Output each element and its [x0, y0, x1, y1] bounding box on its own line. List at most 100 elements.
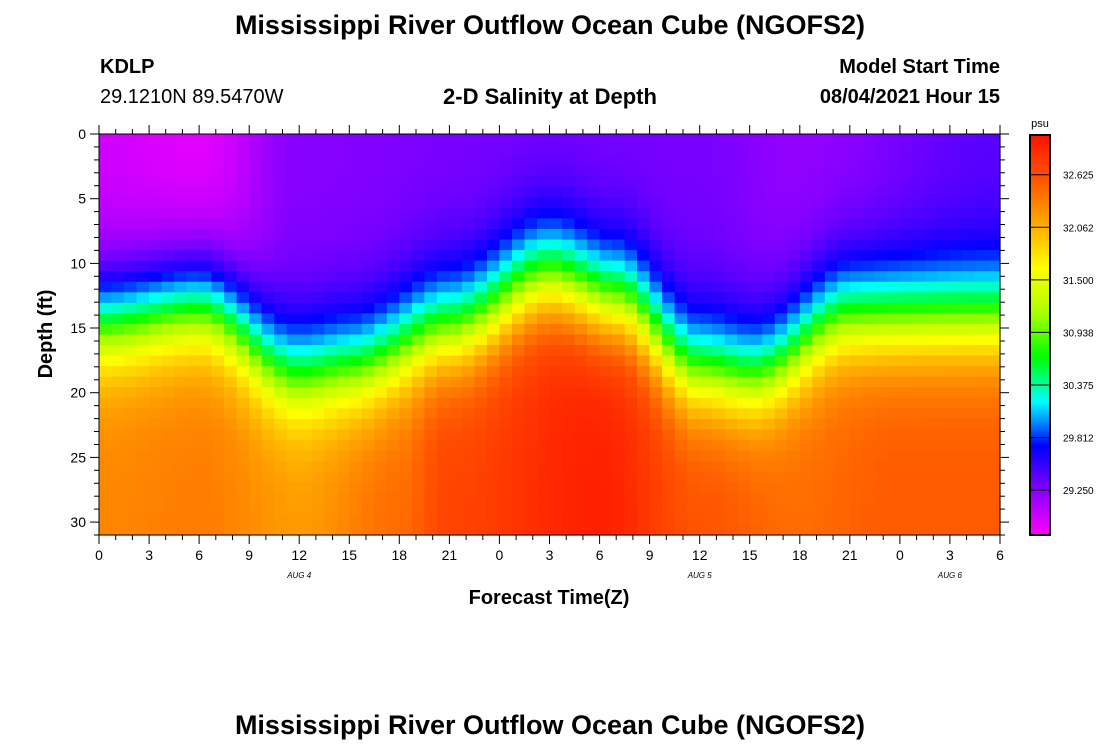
heatmap-cell — [949, 418, 964, 431]
heatmap-cell — [224, 144, 238, 156]
heatmap-cell — [787, 418, 801, 431]
heatmap-cell — [124, 513, 138, 526]
heatmap-cell — [99, 482, 113, 494]
heatmap-cell — [612, 461, 626, 473]
heatmap-cell — [812, 450, 826, 462]
heatmap-cell — [511, 218, 526, 230]
heatmap-cell — [887, 524, 901, 536]
heatmap-cell — [724, 345, 738, 357]
heatmap-cell — [824, 376, 838, 388]
heatmap-cell — [749, 450, 763, 462]
heatmap-cell — [574, 197, 588, 209]
heatmap-cell — [549, 302, 563, 314]
heatmap-cell — [987, 387, 1001, 399]
x-tick-label: 18 — [392, 547, 408, 563]
heatmap-cell — [649, 250, 663, 262]
heatmap-cell — [361, 334, 375, 346]
heatmap-cell — [161, 260, 175, 272]
heatmap-cell — [574, 461, 588, 473]
heatmap-cell — [887, 207, 901, 220]
heatmap-cell — [211, 366, 225, 378]
heatmap-cell — [474, 218, 488, 230]
heatmap-cell — [524, 313, 538, 325]
heatmap-cell — [124, 355, 138, 367]
heatmap-cell — [386, 492, 400, 504]
heatmap-cell — [236, 239, 250, 251]
heatmap-cell — [949, 239, 964, 251]
heatmap-cell — [186, 366, 200, 378]
heatmap-cell — [424, 228, 438, 241]
heatmap-cell — [912, 323, 926, 336]
heatmap-cell — [274, 228, 288, 241]
heatmap-cell — [536, 355, 551, 367]
heatmap-cell — [662, 260, 676, 272]
heatmap-cell — [399, 492, 413, 504]
heatmap-cell — [849, 323, 863, 336]
heatmap-cell — [299, 345, 313, 357]
heatmap-cell — [562, 334, 576, 346]
heatmap-cell — [599, 461, 613, 473]
heatmap-cell — [524, 260, 538, 272]
heatmap-cell — [837, 355, 851, 367]
heatmap-cell — [436, 355, 450, 367]
heatmap-cell — [149, 461, 163, 473]
heatmap-cell — [386, 387, 400, 399]
heatmap-cell — [336, 292, 350, 304]
heatmap-cell — [261, 418, 275, 431]
heatmap-cell — [299, 250, 313, 262]
heatmap-cell — [824, 355, 838, 367]
heatmap-cell — [499, 155, 513, 167]
heatmap-cell — [274, 345, 288, 357]
heatmap-cell — [149, 165, 163, 177]
heatmap-cell — [774, 250, 788, 262]
heatmap-cell — [674, 271, 688, 283]
heatmap-cell — [186, 429, 200, 441]
heatmap-cell — [724, 408, 738, 420]
heatmap-cell — [261, 271, 275, 283]
heatmap-cell — [99, 461, 113, 473]
heatmap-cell — [311, 461, 325, 473]
heatmap-cell — [499, 345, 513, 357]
heatmap-cell — [111, 260, 125, 272]
heatmap-cell — [937, 503, 951, 515]
heatmap-cell — [336, 218, 350, 230]
heatmap-cell — [787, 207, 801, 220]
heatmap-cell — [499, 471, 513, 483]
heatmap-cell — [699, 429, 713, 441]
heatmap-cell — [899, 461, 913, 473]
heatmap-cell — [624, 450, 638, 462]
heatmap-cell — [449, 228, 463, 241]
heatmap-cell — [787, 218, 801, 230]
heatmap-cell — [336, 250, 350, 262]
heatmap-cell — [762, 397, 776, 409]
heatmap-cell — [461, 482, 476, 494]
heatmap-cell — [862, 218, 876, 230]
heatmap-cell — [261, 482, 275, 494]
heatmap-cell — [687, 186, 701, 198]
heatmap-cell — [637, 186, 651, 198]
heatmap-cell — [186, 186, 200, 198]
heatmap-cell — [874, 397, 888, 409]
heatmap-cell — [874, 376, 888, 388]
heatmap-cell — [587, 134, 601, 146]
heatmap-cell — [824, 239, 838, 251]
heatmap-cell — [874, 513, 888, 526]
heatmap-cell — [261, 345, 275, 357]
heatmap-cell — [411, 492, 425, 504]
heatmap-cell — [674, 366, 688, 378]
heatmap-cell — [124, 165, 138, 177]
heatmap-cell — [637, 397, 651, 409]
heatmap-cell — [774, 334, 788, 346]
heatmap-cell — [199, 134, 213, 146]
heatmap-cell — [236, 450, 250, 462]
heatmap-cell — [436, 440, 450, 452]
heatmap-cell — [124, 271, 138, 283]
heatmap-cell — [249, 271, 263, 283]
heatmap-cell — [111, 397, 125, 409]
heatmap-cell — [461, 176, 476, 188]
heatmap-cell — [812, 144, 826, 156]
heatmap-cell — [161, 461, 175, 473]
heatmap-cell — [962, 513, 976, 526]
heatmap-cell — [737, 440, 751, 452]
heatmap-cell — [799, 197, 813, 209]
